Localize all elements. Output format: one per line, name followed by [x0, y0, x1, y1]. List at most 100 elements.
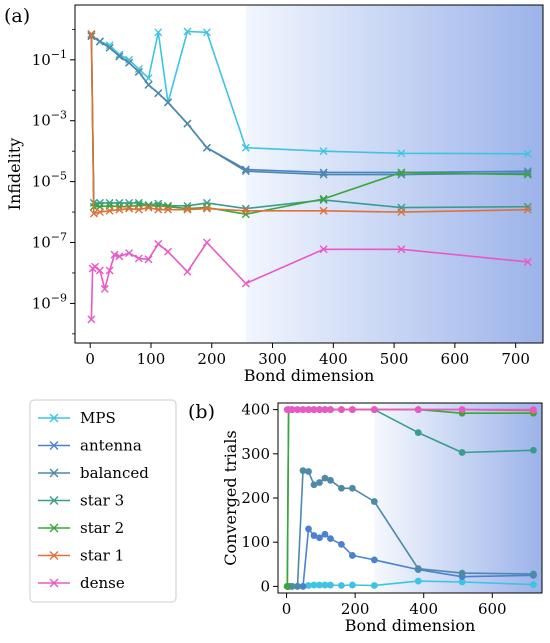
y-tick-label: 100	[241, 533, 270, 551]
data-point	[414, 565, 422, 573]
panel-b-series	[283, 406, 537, 590]
data-point	[319, 194, 328, 203]
data-point	[338, 484, 345, 492]
y-tick-label: 10−1	[32, 48, 67, 69]
series-balanced	[283, 467, 537, 590]
data-point	[523, 170, 532, 179]
data-point	[110, 250, 119, 259]
legend-marker	[49, 441, 59, 450]
data-point	[134, 254, 143, 263]
data-point	[183, 27, 192, 36]
data-point	[370, 498, 378, 505]
y-tick-label: 10−5	[32, 170, 67, 191]
data-point	[134, 205, 143, 214]
data-point	[125, 58, 134, 67]
x-tick-label: 400	[319, 350, 348, 368]
y-tick-label: 10−7	[32, 231, 67, 252]
panel-b-ticks: 0 200 400 600 0 100 200 300 400	[241, 401, 506, 618]
data-point	[310, 481, 318, 489]
panel-a: (a) 0 100 200 300 400 500 600 700 10−9 10−7 10−5 10…	[4, 4, 544, 385]
data-point	[134, 67, 143, 76]
data-point	[321, 474, 329, 482]
x-tick-label: 600	[478, 600, 507, 618]
x-tick-label: 500	[380, 350, 409, 368]
data-point	[310, 406, 318, 414]
data-point	[202, 204, 211, 213]
data-point	[95, 266, 104, 275]
data-point	[294, 582, 301, 590]
legend-entry-dense: dense	[38, 574, 125, 592]
series-dense	[283, 406, 537, 414]
data-point	[370, 406, 378, 414]
x-tick-label: 200	[341, 600, 370, 618]
legend-label: dense	[80, 574, 125, 592]
data-point	[241, 143, 250, 152]
data-point	[163, 205, 172, 214]
x-tick-label: 400	[409, 600, 438, 618]
data-point	[523, 257, 532, 266]
panel-a-axes-frame	[74, 4, 544, 344]
data-point	[183, 267, 192, 276]
series-star-1	[87, 30, 532, 218]
data-point	[327, 581, 334, 589]
x-tick-label: 200	[197, 350, 226, 368]
data-point	[319, 206, 328, 215]
data-point	[241, 279, 250, 288]
data-point	[310, 581, 318, 589]
data-point	[316, 406, 323, 414]
data-point	[288, 582, 296, 590]
data-point	[338, 540, 345, 548]
data-point	[530, 570, 537, 578]
data-point	[458, 569, 466, 577]
y-tick-label: 10−9	[32, 291, 67, 312]
panel-b-label: (b)	[188, 401, 215, 423]
data-point	[370, 556, 378, 564]
legend-marker	[49, 578, 59, 588]
data-point	[414, 429, 422, 437]
series-line-star-1	[90, 34, 528, 215]
panel-a-ticks: 0 100 200 300 400 500 600 700 10−9 10−7 10−5 10−3 10…	[32, 28, 530, 368]
data-point	[183, 204, 192, 213]
x-tick-label: 0	[85, 350, 95, 368]
data-point	[95, 37, 104, 46]
panel-b-xlabel: Bond dimension	[345, 616, 476, 635]
legend-marker	[49, 551, 59, 560]
legend-label: antenna	[80, 437, 142, 455]
data-point	[125, 204, 134, 213]
data-point	[319, 245, 328, 254]
legend-label: star 2	[80, 519, 124, 537]
data-point	[316, 479, 323, 486]
panel-a-label: (a)	[4, 5, 30, 27]
data-point	[241, 210, 250, 219]
data-point	[338, 582, 345, 589]
legend-entry-star-2: star 2	[38, 519, 124, 537]
data-point	[283, 582, 291, 590]
data-point	[294, 406, 301, 414]
data-point	[105, 266, 114, 275]
data-point	[305, 468, 312, 475]
data-point	[144, 74, 153, 83]
data-point	[154, 239, 163, 248]
data-point	[241, 167, 250, 176]
data-point	[87, 315, 96, 324]
y-tick-label: 200	[241, 489, 270, 507]
data-point	[530, 406, 537, 414]
legend-marker	[49, 496, 59, 505]
panel-b: (b) 0 200 400 600 0 100 200 300 400 Bond dimensi…	[188, 401, 543, 635]
data-point	[321, 530, 329, 538]
legend-entry-star-3: star 3	[38, 492, 124, 510]
data-point	[397, 168, 406, 177]
legend-entry-star-1: star 1	[38, 547, 124, 565]
legend-marker	[49, 468, 59, 478]
data-point	[316, 534, 323, 542]
data-point	[299, 582, 307, 590]
data-point	[288, 406, 296, 414]
data-point	[154, 205, 163, 214]
legend-entry-antenna: antenna	[38, 437, 142, 455]
data-point	[115, 205, 124, 214]
data-point	[100, 284, 109, 293]
y-tick-label: 0	[260, 577, 270, 595]
legend-entries: MPS antenna balanced star 3 star 2 star 1 dens…	[38, 409, 149, 592]
x-tick-label: 0	[282, 600, 292, 618]
